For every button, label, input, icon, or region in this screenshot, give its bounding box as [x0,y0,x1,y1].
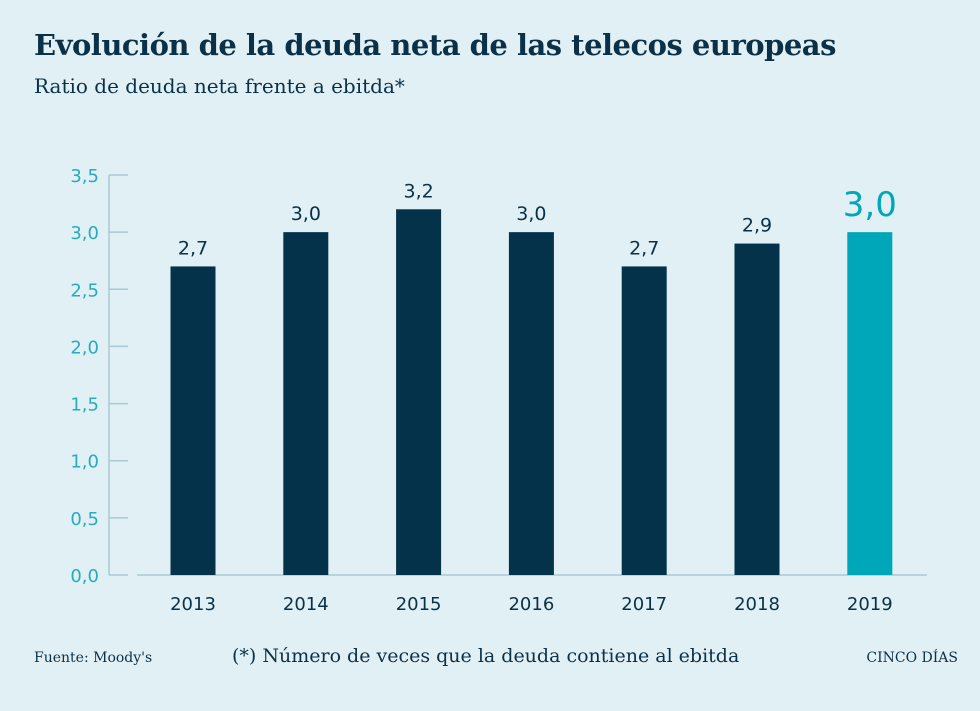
data-label: 2,7 [629,237,659,259]
data-label: 3,2 [403,180,433,202]
y-tick-label: 2,0 [70,337,99,358]
x-tick-label: 2016 [508,594,554,615]
y-tick-label: 2,5 [70,280,99,301]
data-label: 2,7 [178,237,208,259]
x-tick-label: 2017 [621,594,667,615]
bar-2019 [847,232,893,575]
source-label: Fuente: Moody's [34,650,153,666]
x-tick-label: 2018 [734,594,780,615]
bar-2015 [396,209,442,576]
y-tick-label: 0,5 [70,509,99,530]
data-label: 3,0 [843,185,897,225]
data-label: 3,0 [516,203,546,225]
y-tick-label: 3,0 [70,223,99,244]
bar-2014 [283,232,329,575]
bar-2017 [621,266,667,575]
chart-subtitle: Ratio de deuda neta frente a ebitda* [34,74,405,98]
y-tick-label: 1,5 [70,395,99,416]
x-tick-label: 2013 [170,594,216,615]
x-tick-label: 2014 [283,594,329,615]
data-label: 2,9 [742,215,772,237]
bar-2013 [170,266,216,575]
footnote: (*) Número de veces que la deuda contien… [232,645,740,667]
bar-2018 [734,243,780,576]
y-tick-label: 3,5 [70,166,99,187]
x-tick-label: 2019 [847,594,893,615]
x-tick-label: 2015 [396,594,442,615]
data-label: 3,0 [291,203,321,225]
y-tick-label: 0,0 [70,566,99,587]
y-tick-label: 1,0 [70,452,99,473]
brand-label: CINCO DÍAS [866,650,958,666]
chart-title: Evolución de la deuda neta de las teleco… [34,28,836,62]
bar-2016 [508,232,554,575]
